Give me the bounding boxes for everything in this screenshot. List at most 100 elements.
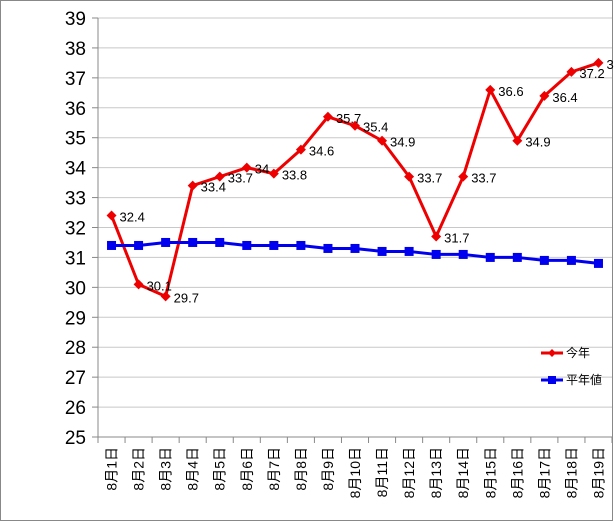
data-label: 34.9 (390, 135, 415, 150)
data-point (296, 240, 306, 250)
data-label: 37.5 (606, 57, 614, 72)
x-tick-label: 8月17日 (536, 447, 552, 498)
x-tick-label: 8月3日 (158, 447, 174, 491)
data-labels: 32.430.129.733.433.734 33.834.635.735.434… (120, 57, 614, 305)
data-point (160, 291, 171, 302)
data-point (512, 135, 523, 146)
data-point (161, 237, 171, 247)
x-tick-label: 8月15日 (482, 447, 498, 498)
data-point (512, 252, 522, 262)
y-tick-label: 28 (65, 338, 86, 359)
data-label: 37.2 (579, 66, 604, 81)
y-tick-label: 39 (65, 9, 86, 30)
axes (92, 17, 613, 443)
y-tick-labels: 25 26 27 28 29 30 31 32 33 34 35 36 37 38 39 (65, 9, 87, 449)
data-label: 35.7 (336, 111, 361, 126)
data-label: 34.9 (525, 135, 550, 150)
x-tick-label: 8月13日 (428, 447, 444, 498)
y-tick-label: 36 (65, 99, 86, 120)
y-tick-label: 31 (65, 248, 86, 269)
data-label: 30.1 (147, 278, 172, 293)
data-label: 35.4 (363, 120, 388, 135)
data-point (241, 162, 252, 173)
data-point (593, 258, 603, 268)
data-label: 33.7 (471, 171, 496, 186)
data-label: 31.7 (444, 230, 469, 245)
y-tick-label: 30 (65, 278, 86, 299)
data-point (215, 237, 225, 247)
x-tick-label: 8月14日 (455, 447, 471, 498)
data-point (539, 90, 550, 101)
data-label: 33.7 (228, 171, 253, 186)
data-point (242, 240, 252, 250)
x-tick-label: 8月11日 (374, 447, 390, 497)
x-tick-labels: 8月1日 8月2日 8月3日 8月4日 8月5日 8月6日 8月7日 8月8日 8月9日 8月10… (104, 447, 607, 498)
x-tick-label: 8月19日 (590, 447, 606, 498)
data-label: 33.8 (282, 168, 307, 183)
data-point (188, 237, 198, 247)
data-point (350, 120, 360, 131)
y-tick-label: 33 (65, 189, 86, 210)
data-point (404, 246, 414, 256)
x-tick-label: 8月5日 (212, 447, 228, 491)
x-tick-label: 8月8日 (293, 447, 309, 491)
data-point (214, 171, 225, 182)
data-point (350, 243, 360, 253)
y-tick-label: 25 (65, 428, 86, 449)
data-point (295, 144, 306, 155)
data-point (539, 255, 549, 265)
data-point (187, 180, 198, 191)
legend-entry: 平年値 (541, 372, 602, 387)
data-label: 36.6 (498, 84, 523, 99)
data-label: 33.4 (201, 180, 226, 195)
data-point (431, 231, 442, 242)
series (106, 57, 604, 302)
data-label: 29.7 (174, 290, 199, 305)
data-point (377, 246, 387, 256)
x-tick-label: 8月12日 (401, 447, 417, 498)
data-label: 34.6 (309, 144, 334, 159)
x-tick-label: 8月6日 (239, 447, 255, 491)
legend-label: 今年 (566, 345, 590, 360)
y-tick-label: 38 (65, 39, 86, 60)
data-point (269, 240, 279, 250)
x-tick-label: 8月7日 (266, 447, 282, 491)
x-tick-label: 8月18日 (563, 447, 579, 498)
x-tick-label: 8月10日 (347, 447, 363, 498)
data-point (323, 243, 333, 253)
data-point (404, 171, 415, 182)
x-tick-label: 8月2日 (131, 447, 147, 491)
data-point (107, 240, 117, 250)
x-tick-label: 8月1日 (104, 447, 120, 491)
data-point (134, 240, 144, 250)
y-tick-label: 26 (65, 398, 86, 419)
x-tick-label: 8月4日 (185, 447, 201, 491)
data-label: 34 (255, 162, 269, 177)
data-point (268, 168, 279, 179)
y-tick-label: 37 (65, 69, 86, 90)
y-tick-label: 27 (65, 368, 86, 389)
data-point (431, 249, 441, 259)
data-label: 36.4 (552, 90, 577, 105)
y-tick-label: 34 (65, 159, 87, 180)
data-point (566, 255, 576, 265)
data-point (593, 57, 604, 68)
data-point (458, 171, 469, 182)
data-point (485, 252, 495, 262)
data-label: 32.4 (120, 210, 145, 225)
y-tick-label: 35 (65, 129, 86, 150)
legend-marker (548, 349, 556, 357)
data-point (485, 84, 496, 95)
data-point (322, 111, 333, 122)
x-tick-label: 8月9日 (320, 447, 336, 491)
data-point (133, 279, 144, 290)
y-tick-label: 32 (65, 219, 86, 240)
legend-entry: 今年 (541, 345, 590, 360)
data-point (458, 249, 468, 259)
data-point (566, 66, 577, 77)
legend-label: 平年値 (566, 372, 602, 387)
